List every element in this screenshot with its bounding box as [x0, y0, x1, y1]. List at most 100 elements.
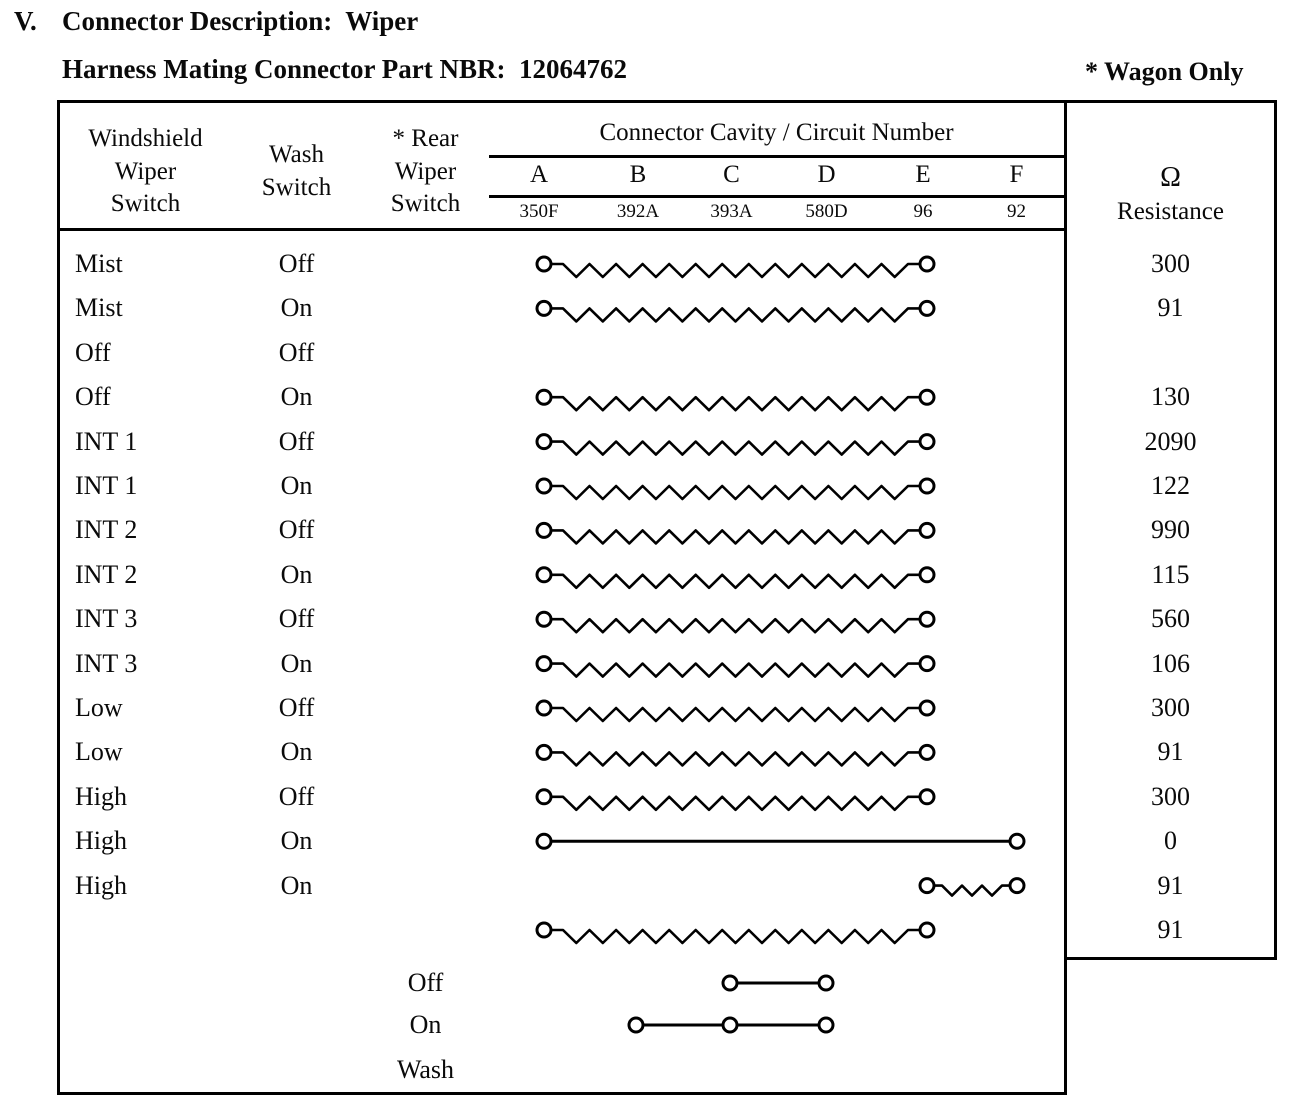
resistance-header-label: Resistance: [1117, 198, 1224, 225]
terminal-circle: [918, 299, 936, 317]
resistor-symbol: [551, 395, 920, 412]
page-title: Connector Description: Wiper: [62, 6, 419, 36]
terminal-circle: [721, 974, 739, 992]
wash-switch-cell: Off: [278, 604, 315, 634]
circuit-row-resistor: [918, 877, 1026, 897]
resistance-value: 990: [1151, 515, 1190, 545]
circuit-row-resistor: [535, 610, 936, 634]
circuit-row-resistor: [535, 921, 936, 945]
resistance-value: 300: [1151, 249, 1190, 278]
wiper-switch-cell: INT 1: [75, 426, 138, 456]
resistance-value: 300: [1151, 693, 1190, 722]
terminal-circle: [918, 610, 936, 628]
resistance-value: 0: [1164, 826, 1177, 856]
resistance-value: 91: [1157, 293, 1184, 323]
wash-switch-cell: On: [280, 293, 313, 323]
circuit-row-wire: [721, 974, 835, 992]
terminal-circle: [918, 743, 936, 761]
terminal-circle: [918, 388, 936, 406]
resistor-symbol: [551, 307, 920, 323]
circuit-row-wire: [535, 832, 1026, 850]
wash-switch-cell: On: [280, 737, 313, 767]
circuit-row-resistor: [535, 299, 936, 323]
terminal-circle: [918, 255, 936, 273]
connector-table: Windshield Wiper Switch Wash Switch * Re…: [57, 100, 1067, 1095]
cavity-circuit-number: 392A: [616, 201, 660, 222]
circuit-row-resistor: [535, 477, 936, 501]
header-divider: [60, 228, 1064, 231]
circuit-row-resistor: [535, 255, 936, 279]
cavity-letter: E: [915, 161, 931, 188]
resistor-symbol: [551, 706, 920, 723]
resistor-symbol: [551, 662, 920, 678]
terminal-circle: [627, 1016, 645, 1034]
terminal-circle: [918, 477, 936, 495]
resistor-symbol: [551, 795, 920, 812]
wash-switch-cell: Off: [278, 249, 315, 278]
terminal-circle: [535, 299, 553, 317]
resistance-value: 2090: [1144, 426, 1197, 456]
resistor-symbol: [551, 440, 920, 456]
resistor-symbol: [551, 573, 920, 590]
wiper-switch-header: Windshield Wiper Switch: [88, 125, 203, 217]
resistor-symbol: [934, 884, 1010, 897]
resistor-symbol: [551, 617, 920, 634]
terminal-circle: [535, 743, 553, 761]
wash-switch-cell: On: [280, 559, 313, 589]
terminal-circle: [817, 974, 835, 992]
cavity-letter-divider: [489, 195, 1064, 198]
wiper-switch-cell: INT 3: [75, 648, 138, 678]
terminal-circle: [918, 566, 936, 584]
wash-switch-cell: Off: [278, 781, 315, 811]
wiper-switch-cell: Off: [75, 337, 111, 367]
rear-wiper-cell: Wash: [396, 1055, 455, 1084]
resistance-column: Ω Resistance 300 91 130 2090 122 990 115 560 106…: [1064, 100, 1277, 960]
rear-wiper-switch-header: * Rear Wiper Switch: [390, 125, 461, 217]
wiper-switch-cell: INT 2: [75, 515, 138, 545]
terminal-circle: [817, 1016, 835, 1034]
terminal-circle: [721, 1016, 739, 1034]
terminal-circle: [535, 788, 553, 806]
terminal-circle: [535, 521, 553, 539]
circuit-row-resistor: [535, 433, 936, 456]
wiper-switch-cell: Low: [75, 737, 123, 767]
cavity-letter: F: [1009, 161, 1024, 188]
cavity-circuit-number: 580D: [805, 201, 848, 222]
terminal-circle: [535, 388, 553, 406]
resistance-value: 106: [1151, 648, 1190, 678]
wash-switch-cell: On: [280, 826, 313, 856]
cavity-circuit-number: 92: [1007, 201, 1026, 222]
terminal-circle: [535, 255, 553, 273]
terminal-circle: [535, 655, 553, 673]
cavity-letter: A: [529, 161, 549, 188]
cavity-circuit-number: 350F: [519, 201, 559, 222]
resistor-symbol: [551, 529, 920, 545]
terminal-circle: [535, 832, 553, 850]
wash-switch-cell: On: [280, 870, 313, 900]
terminal-circle: [1008, 832, 1026, 850]
wiper-switch-cell: High: [75, 870, 127, 900]
resistance-value: 91: [1157, 737, 1184, 767]
resistance-value: 91: [1157, 915, 1184, 944]
wiper-switch-cell: Mist: [75, 293, 123, 323]
resistance-value: 300: [1151, 781, 1190, 811]
wiper-switch-cell: High: [75, 781, 127, 811]
circuit-row-resistor: [535, 655, 936, 678]
terminal-circle: [918, 877, 936, 895]
terminal-circle: [918, 788, 936, 806]
resistor-symbol: [551, 262, 920, 279]
cavity-circuit-number: 393A: [710, 201, 753, 222]
resistance-value: 130: [1151, 382, 1190, 412]
wagon-only-note: * Wagon Only: [1085, 57, 1244, 86]
resistor-symbol: [551, 928, 920, 945]
rear-wiper-cell: Off: [407, 968, 444, 997]
terminal-circle: [535, 433, 553, 451]
resistor-symbol: [551, 484, 920, 501]
terminal-circle: [535, 477, 553, 495]
terminal-circle: [535, 921, 553, 939]
terminal-circle: [918, 921, 936, 939]
wash-switch-cell: Off: [278, 693, 315, 722]
resistance-value: 115: [1151, 559, 1190, 589]
terminal-circle: [918, 699, 936, 717]
